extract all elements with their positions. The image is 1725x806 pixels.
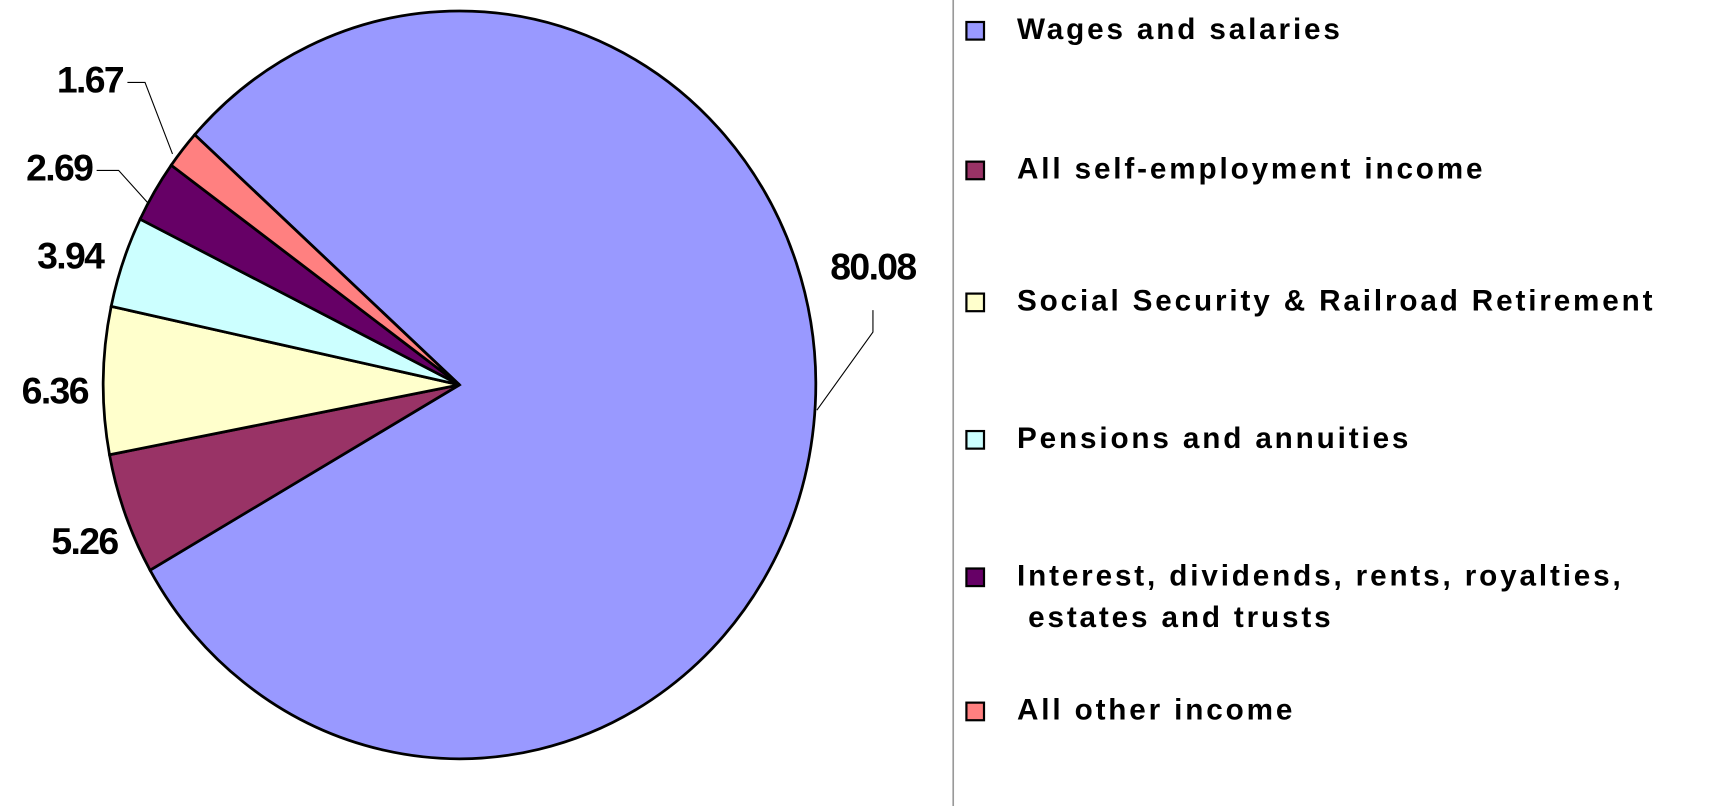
legend-swatch	[965, 701, 986, 722]
value-label: 6.36	[22, 370, 89, 412]
leader-line	[127, 81, 174, 155]
legend-label: All self-employment income	[1017, 152, 1485, 185]
legend-swatch	[965, 567, 986, 588]
value-label: 3.94	[37, 234, 105, 276]
value-label: 5.26	[51, 520, 118, 562]
value-label: 80.08	[830, 245, 916, 287]
legend-label: Social Security & Railroad Retirement	[1017, 284, 1655, 317]
legend-label: All other income	[1017, 693, 1295, 726]
legend-swatch	[965, 429, 986, 450]
pie-slice	[101, 304, 460, 457]
pie-slice	[169, 132, 461, 386]
leader-line	[96, 169, 149, 204]
pie-slice	[148, 9, 818, 761]
legend-swatch	[965, 20, 986, 41]
legend-swatch	[965, 160, 986, 181]
leader-line	[816, 310, 874, 411]
legend-swatch	[965, 292, 986, 313]
legend-label: Pensions and annuities	[1017, 422, 1411, 455]
legend-label: Wages and salaries	[1017, 13, 1343, 46]
value-label: 2.69	[26, 146, 93, 188]
legend-label: Interest, dividends, rents, royalties, e…	[1017, 559, 1624, 634]
value-label: 1.67	[57, 58, 124, 100]
